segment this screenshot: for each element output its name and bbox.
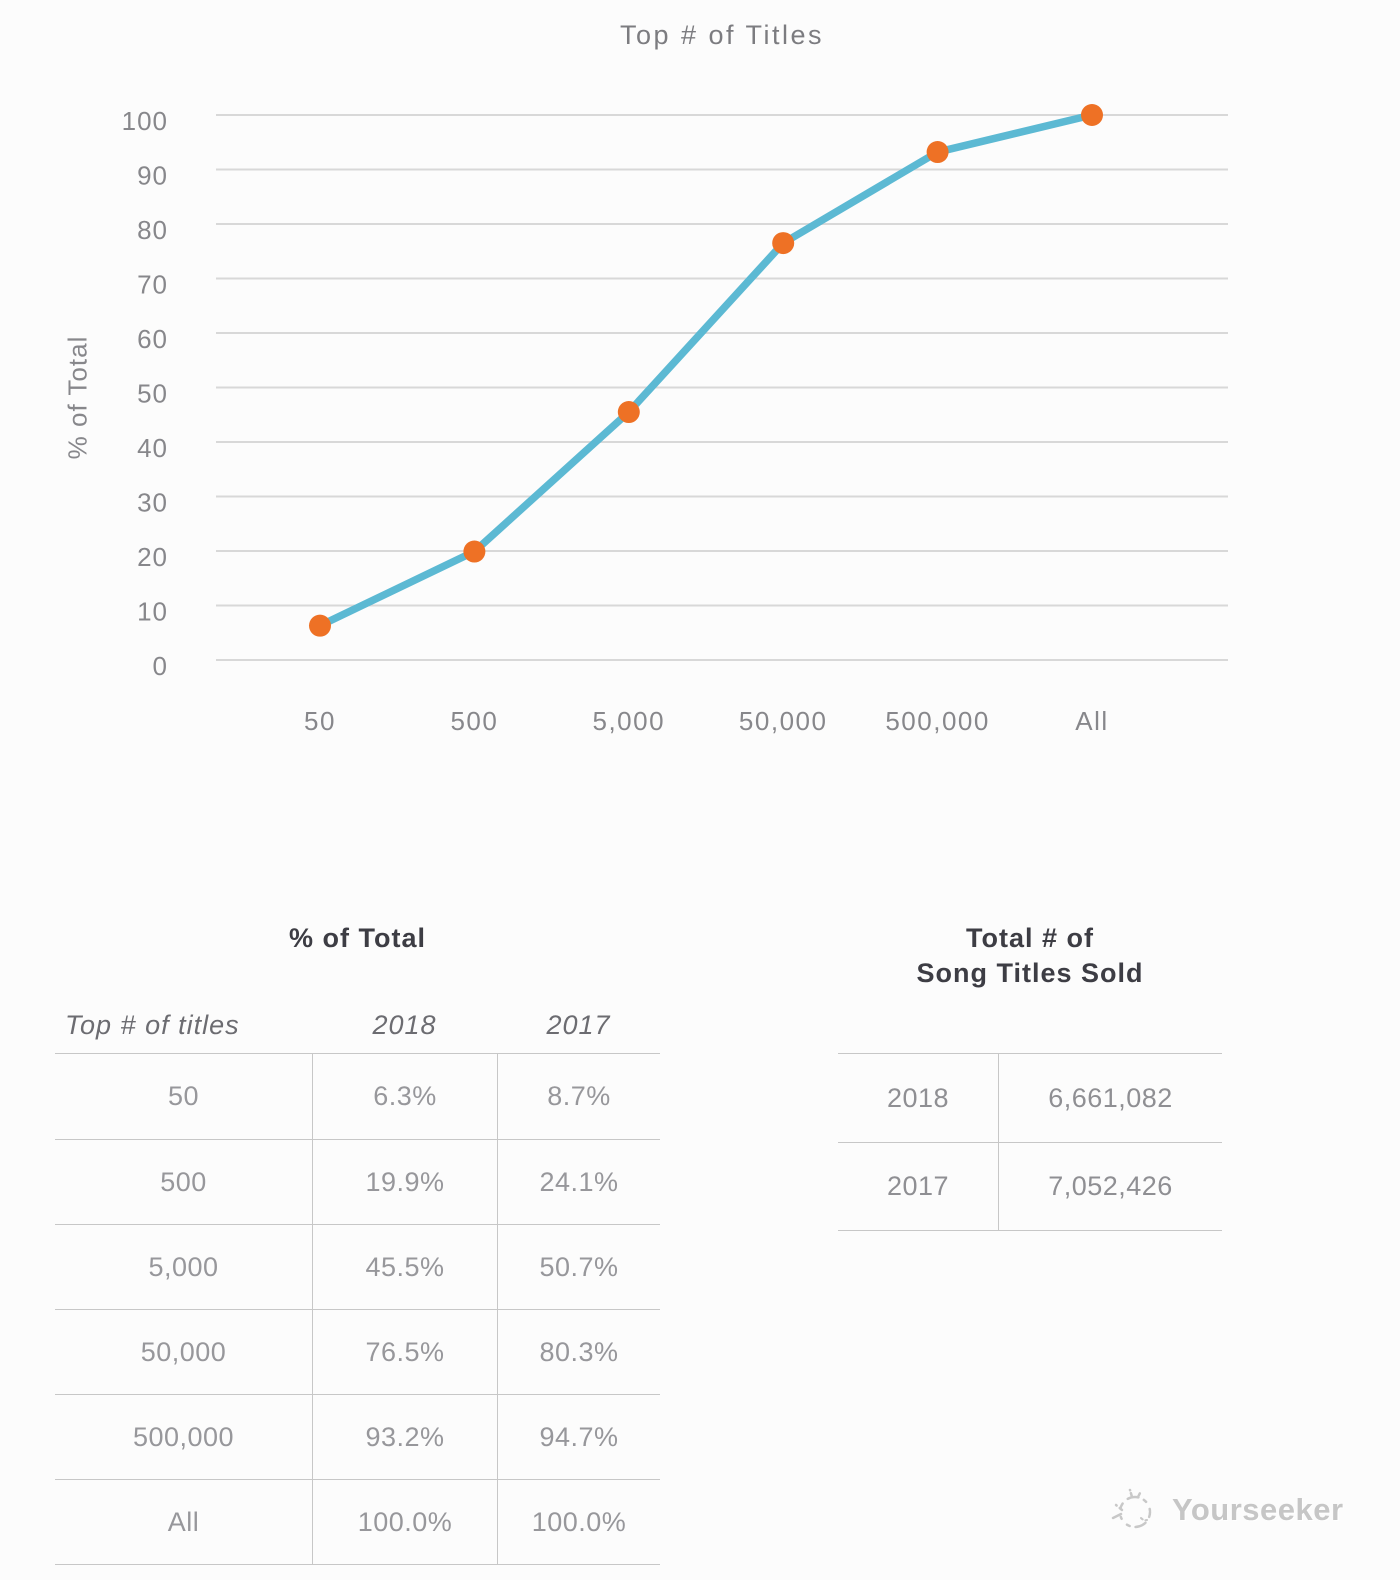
data-point-marker (309, 614, 331, 637)
y-tick-label: 70 (137, 270, 168, 300)
cell-titles: All (55, 1479, 312, 1564)
data-point-marker (1081, 104, 1103, 126)
cell-2018: 19.9% (312, 1139, 497, 1224)
x-tick-label: 500 (450, 706, 498, 736)
left-table-body: 50 6.3% 8.7% 500 19.9% 24.1% 5,000 45.5%… (55, 1053, 660, 1565)
x-tick-label: 500,000 (885, 706, 989, 736)
left-table-header-row: Top # of titles 2018 2017 (55, 1005, 660, 1045)
cell-titles: 50 (167, 1081, 200, 1111)
cell-2018: 45.5% (312, 1224, 497, 1309)
data-point-marker (926, 141, 949, 164)
watermark-text: Yourseeker (1172, 1492, 1344, 1527)
series-line-2018 (316, 111, 1096, 630)
cell-2017: 8.7% (497, 1054, 660, 1139)
y-tick-label: 10 (137, 597, 168, 627)
cell-2017: 50.7% (497, 1224, 660, 1309)
cell-year: 2018 (886, 1082, 950, 1113)
y-tick-label: 80 (137, 215, 168, 245)
cell-year: 2017 (838, 1142, 998, 1230)
cell-2017: 80.3% (497, 1309, 660, 1394)
x-tick-label: All (1075, 706, 1108, 736)
column-header-2017: 2017 (546, 1009, 611, 1040)
y-tick-label: 20 (137, 542, 168, 572)
cell-total: 7,052,426 (998, 1142, 1222, 1230)
data-point-marker (617, 401, 640, 424)
watermark: Yourseeker (1108, 1484, 1344, 1536)
right-table-title-line1: Total # of (966, 923, 1094, 953)
x-tick-label: 50,000 (739, 706, 828, 736)
column-header-top-titles: Top # of titles (65, 1009, 240, 1040)
y-tick-label: 0 (153, 651, 168, 681)
cell-titles: 500 (55, 1139, 312, 1224)
y-tick-label: 40 (137, 433, 168, 463)
y-tick-label: 30 (137, 488, 168, 518)
chart-title: Top # of Titles (619, 20, 825, 50)
data-point-marker (463, 540, 486, 563)
cell-2018: 100.0% (312, 1479, 497, 1564)
left-table-title: % of Total (289, 923, 426, 953)
cell-2017: 100.0% (497, 1479, 660, 1564)
x-tick-label: 50 (304, 706, 336, 736)
cell-2018: 76.5% (312, 1309, 497, 1394)
right-table-title-line2: Song Titles Sold (916, 958, 1144, 988)
right-table-title: Total # of Song Titles Sold (838, 921, 1222, 991)
cell-2018: 93.2% (312, 1394, 497, 1479)
right-table-body: 2018 6,661,082 2017 7,052,426 (838, 1053, 1222, 1231)
cell-titles: 500,000 (55, 1394, 312, 1479)
yourseeker-logo-icon (1111, 1488, 1152, 1529)
cell-2018: 6.3% (312, 1054, 497, 1139)
cell-titles: 50,000 (55, 1309, 312, 1394)
y-tick-label: 90 (137, 161, 168, 191)
cell-2017: 24.1% (497, 1139, 660, 1224)
cell-2017: 94.7% (497, 1394, 660, 1479)
y-tick-label: 100 (122, 106, 168, 136)
column-header-2018: 2018 (372, 1009, 437, 1040)
data-point-marker (772, 232, 795, 255)
cell-total: 6,661,082 (998, 1054, 1222, 1142)
y-tick-label: 50 (137, 379, 168, 409)
x-tick-label: 5,000 (593, 706, 666, 736)
cell-titles: 5,000 (55, 1224, 312, 1309)
y-tick-label: 60 (137, 324, 168, 354)
